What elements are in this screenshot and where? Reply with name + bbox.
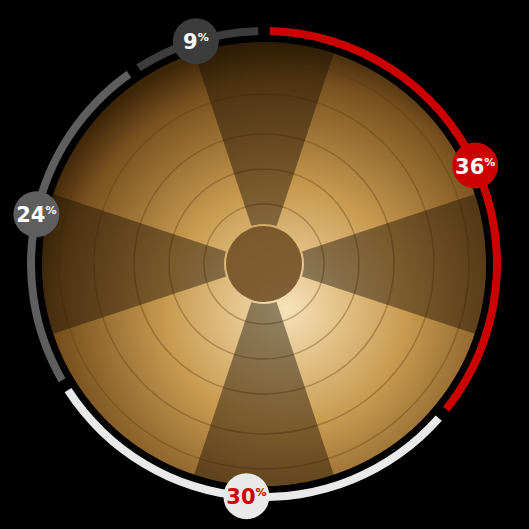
segment bbox=[136, 27, 258, 71]
gong-hub bbox=[226, 226, 302, 302]
badge-circle bbox=[223, 473, 269, 519]
labels: 36% 30% 24% 9% bbox=[13, 18, 498, 519]
gong-shadow bbox=[42, 194, 226, 334]
data-label: 9% bbox=[183, 30, 209, 54]
data-label: 30% bbox=[226, 485, 266, 509]
label-badge: 9% bbox=[173, 18, 219, 64]
data-label: 24% bbox=[16, 203, 56, 227]
center-image bbox=[42, 42, 486, 486]
badge-circle bbox=[452, 143, 498, 189]
gong-shadow bbox=[194, 42, 334, 226]
segments bbox=[27, 27, 501, 501]
badge-circle bbox=[13, 191, 59, 237]
label-badge: 24% bbox=[13, 191, 59, 237]
background bbox=[0, 0, 529, 529]
data-label: 36% bbox=[455, 155, 495, 179]
gong-disc bbox=[42, 42, 486, 486]
gong-shadow bbox=[194, 302, 334, 486]
label-badge: 36% bbox=[452, 143, 498, 189]
badge-circle bbox=[173, 18, 219, 64]
segment bbox=[270, 27, 501, 412]
chart: 36% 30% 24% 9% bbox=[0, 0, 529, 529]
label-badge: 30% bbox=[223, 473, 269, 519]
gong-shadow bbox=[302, 194, 486, 334]
donut: 36% 30% 24% 9% bbox=[13, 18, 501, 519]
